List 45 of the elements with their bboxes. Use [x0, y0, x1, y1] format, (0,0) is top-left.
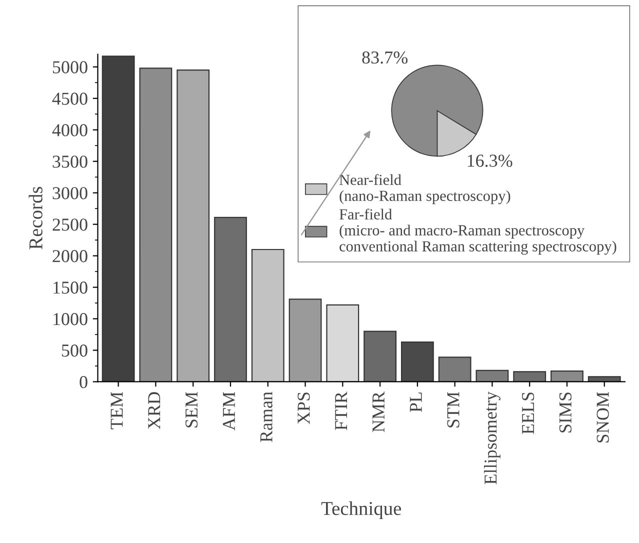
- bar: [476, 370, 509, 382]
- y-tick-label: 1500: [54, 282, 88, 294]
- y-tick-label: 2000: [52, 250, 88, 262]
- x-tick-label: XRD: [148, 392, 160, 430]
- x-tick-label: Raman: [260, 392, 272, 442]
- x-tick-label: TEM: [110, 392, 123, 430]
- legend-label: Near-field (nano-Raman spectroscopy): [339, 174, 510, 204]
- bar: [251, 248, 284, 382]
- bar: [364, 330, 396, 382]
- x-axis-title: Technique: [321, 501, 402, 520]
- bar: [288, 298, 322, 382]
- bar: [400, 342, 434, 382]
- x-tick-label: SNOM: [596, 392, 609, 442]
- x-tick-label: PL: [410, 392, 422, 412]
- x-tick-label: AFM: [222, 392, 235, 430]
- data-label: 16.3%: [468, 154, 512, 167]
- y-tick-label: 3000: [52, 187, 88, 200]
- y-tick-label: 1000: [54, 313, 88, 326]
- legend-label: Far-field (micro- and macro-Raman spectroscopy conventional Raman scattering spectroscopy): [339, 208, 616, 255]
- x-tick-label: STM: [447, 392, 460, 428]
- y-tick-label: 4500: [52, 92, 88, 105]
- x-tick-label: SEM: [185, 392, 198, 428]
- bar: [102, 56, 135, 382]
- y-tick-label: 0: [80, 376, 88, 388]
- x-tick-label: XPS: [298, 392, 310, 424]
- y-tick-label: 2500: [52, 218, 88, 231]
- y-tick-label: 3500: [52, 156, 88, 168]
- x-tick-label: EELS: [522, 392, 534, 434]
- y-tick-label: 500: [62, 344, 88, 357]
- bar: [176, 69, 210, 382]
- y-tick-label: 4000: [52, 124, 88, 136]
- bar: [214, 216, 247, 382]
- bar: [139, 68, 172, 382]
- x-tick-label: FTIR: [335, 391, 347, 430]
- y-tick-label: 5000: [52, 61, 88, 74]
- x-tick-label: NMR: [372, 391, 384, 432]
- bar: [588, 376, 621, 382]
- bar: [550, 370, 584, 382]
- bar: [438, 356, 472, 382]
- x-tick-label: SIMS: [559, 392, 572, 432]
- bar: [513, 371, 546, 382]
- data-label: 83.7%: [362, 51, 408, 64]
- y-axis-title: Records: [28, 186, 42, 250]
- x-tick-label: Ellipsometry: [484, 392, 500, 484]
- bar: [326, 304, 360, 382]
